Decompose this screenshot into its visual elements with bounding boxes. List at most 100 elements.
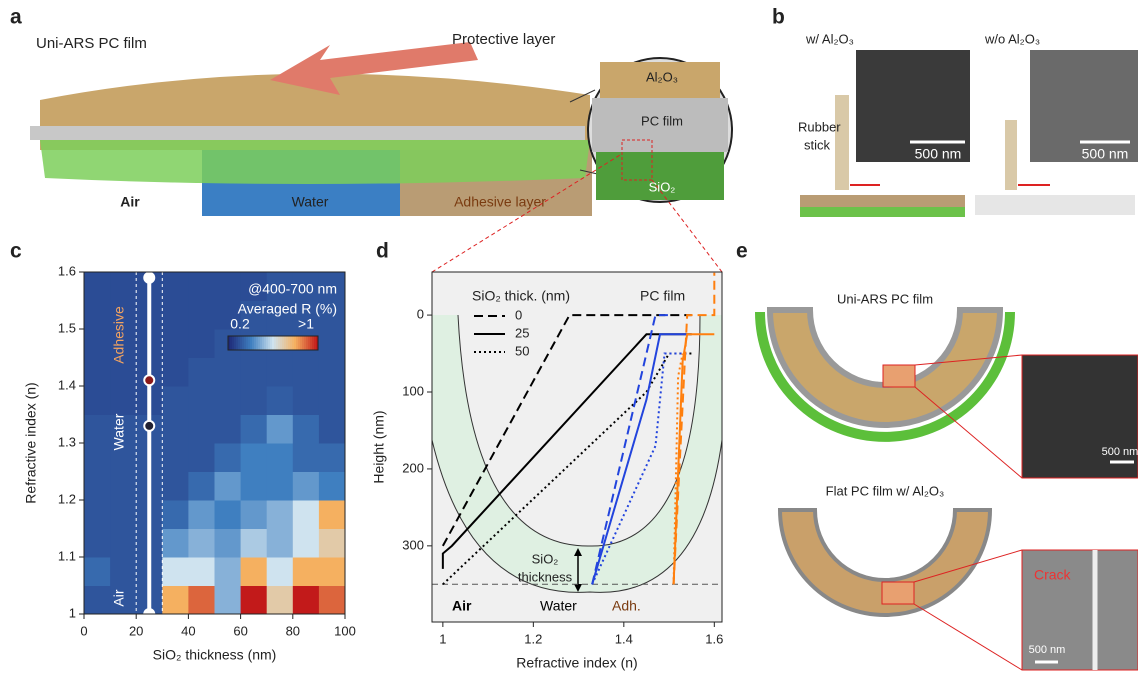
x-tick-label: 100 [334,623,356,638]
crack-label: Crack [1034,567,1072,583]
y-tick-label: 0 [417,307,424,322]
heat-cell [319,386,346,415]
heat-cell [188,443,215,472]
heat-cell [215,272,242,301]
y-axis-label: Height (nm) [371,410,387,483]
region-label: Adhesive [111,306,127,364]
medium-label: Air [120,194,140,210]
heat-cell [215,500,242,529]
heat-cell [162,529,189,558]
heat-cell [293,443,320,472]
panel-title: Uni-ARS PC film [837,291,933,306]
heat-cell [188,586,215,615]
heat-cell [162,301,189,330]
heat-cell [319,358,346,387]
heat-cell [215,557,242,586]
heat-cell [188,386,215,415]
x-tick-label: 1.6 [705,631,723,646]
arrow-label: Protective layer [452,31,555,48]
index-point [144,375,154,385]
heat-cell [215,586,242,615]
heat-cell [241,415,268,444]
y-tick-label: 100 [402,383,424,398]
heat-cell [267,557,294,586]
heat-cell [241,443,268,472]
layer-label: PC film [641,113,683,128]
y-axis-label: Refractive index (n) [23,382,39,503]
heat-cell [162,386,189,415]
heat-cell [84,272,111,301]
y-tick-label: 200 [402,460,424,475]
heat-cell [241,529,268,558]
region-label: Air [111,589,127,606]
heat-cell [84,500,111,529]
heat-cell [215,415,242,444]
panel-title: Flat PC film w/ Al₂O₃ [826,483,945,498]
heat-cell [293,586,320,615]
heat-cell [267,529,294,558]
heat-cell [188,472,215,501]
heat-cell [110,557,137,586]
scale-bar-label: 500 nm [1102,446,1138,458]
heat-cell [84,443,111,472]
panel-label: d [376,240,389,263]
annotation: thickness [518,569,573,584]
legend-label: 25 [515,325,529,340]
heat-cell [319,529,346,558]
x-axis-label: Refractive index (n) [516,655,637,671]
heat-cell [110,272,137,301]
heat-cell [188,301,215,330]
heat-cell [293,358,320,387]
scale-bar-label: 500 nm [1029,644,1066,656]
heat-cell [110,386,137,415]
medium-label: Adhesive layer [454,194,546,210]
panel-label: c [10,240,22,263]
colorbar-title: Averaged R (%) [238,301,337,317]
heat-cell [319,443,346,472]
annotation: PC film [640,288,685,304]
scale-bar-label: 500 nm [915,146,962,162]
heat-cell [84,472,111,501]
x-tick-label: 1.2 [524,631,542,646]
heat-cell [215,358,242,387]
heat-cell [188,415,215,444]
x-tick-label: 1 [439,631,446,646]
heat-cell [162,586,189,615]
scale-bar-label: 500 nm [1082,146,1129,162]
heat-cell [162,272,189,301]
heat-cell [267,386,294,415]
heat-cell [241,386,268,415]
panel-label: a [10,6,22,29]
heat-cell [319,472,346,501]
heat-cell [188,529,215,558]
heat-cell [84,529,111,558]
heat-cell [188,358,215,387]
sample-label: w/o Al₂O₃ [984,31,1040,46]
heat-cell [215,529,242,558]
legend-title: SiO₂ thick. (nm) [472,288,570,304]
heat-cell [267,415,294,444]
index-point [144,421,154,431]
heat-cell [267,358,294,387]
medium-label: Adh. [612,598,641,614]
colorbar-tick-label: 0.2 [230,316,250,332]
heat-cell [110,500,137,529]
heat-cell [162,358,189,387]
heat-cell [241,557,268,586]
heat-cell [84,586,111,615]
heat-cell [267,586,294,615]
y-tick-label: 1.6 [58,263,76,278]
heat-cell [188,557,215,586]
heat-cell [293,529,320,558]
heat-cell [162,472,189,501]
medium-label: Air [452,598,472,614]
probe-label: stick [804,137,831,152]
y-tick-label: 300 [402,537,424,552]
medium-label: Water [292,194,329,210]
heat-cell [319,586,346,615]
heat-cell [241,358,268,387]
heat-cell [215,443,242,472]
x-tick-label: 1.4 [615,631,633,646]
bent-film-illustration [760,310,1138,670]
panel-title: Uni-ARS PC film [36,35,147,52]
